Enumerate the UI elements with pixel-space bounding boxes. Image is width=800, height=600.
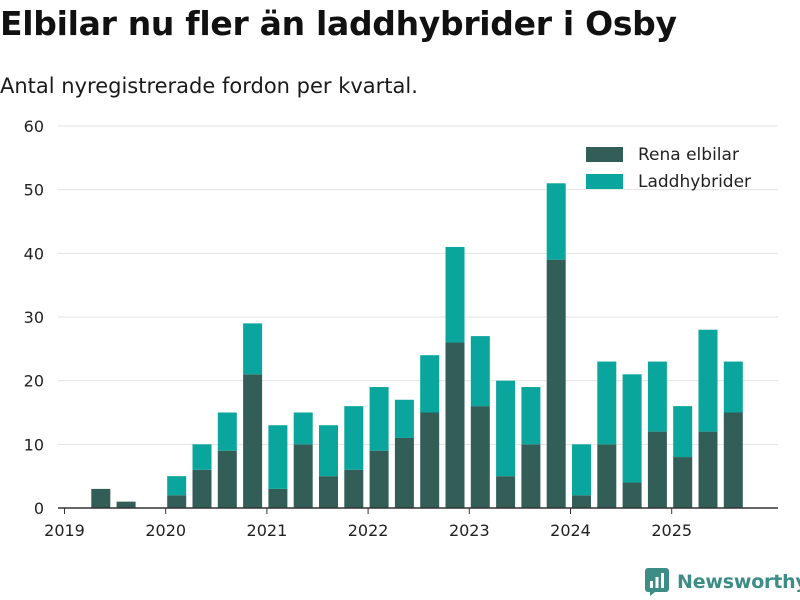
bar-laddhybrider <box>597 361 617 445</box>
x-axis: 2019 2020 2021 2022 2023 2024 2025 <box>44 507 778 540</box>
bar-laddhybrider <box>243 323 263 375</box>
legend: Rena elbilar Laddhybrider <box>586 145 751 192</box>
bar-rena-elbilar <box>572 495 591 508</box>
bar-rena-elbilar <box>167 495 187 508</box>
bar-laddhybrider <box>217 412 237 451</box>
bar-laddhybrider <box>319 425 338 477</box>
brand-name: Newsworthy <box>677 571 800 593</box>
bar-rena-elbilar <box>496 476 516 508</box>
x-tick-label: 2022 <box>348 521 389 540</box>
y-tick-label: 40 <box>24 244 44 263</box>
bar-laddhybrider <box>369 387 389 451</box>
bar-laddhybrider <box>698 329 718 432</box>
bar-laddhybrider <box>496 380 516 477</box>
bar-rena-elbilar <box>192 469 212 508</box>
bar-laddhybrider <box>268 425 288 489</box>
bar-rena-elbilar <box>116 501 136 508</box>
bar-rena-elbilar <box>319 476 338 508</box>
bar-laddhybrider <box>192 444 212 470</box>
bar-laddhybrider <box>546 183 566 260</box>
bar-rena-elbilar <box>217 450 237 508</box>
bar-laddhybrider <box>344 406 364 470</box>
legend-swatch <box>586 174 623 189</box>
bar-rena-elbilar <box>445 342 465 508</box>
gridlines <box>58 125 778 445</box>
y-tick-label: 20 <box>24 372 44 391</box>
bars <box>91 183 743 508</box>
bar-laddhybrider <box>394 399 414 438</box>
y-tick-label: 0 <box>34 499 44 518</box>
bar-laddhybrider <box>293 412 313 445</box>
bar-laddhybrider <box>470 336 490 407</box>
bar-rena-elbilar <box>420 412 440 508</box>
bar-rena-elbilar <box>344 469 364 508</box>
bar-rena-elbilar <box>597 444 617 508</box>
x-tick-label: 2019 <box>44 521 85 540</box>
bar-rena-elbilar <box>293 444 313 508</box>
legend-label: Rena elbilar <box>638 145 739 165</box>
bar-rena-elbilar <box>673 457 693 508</box>
bar-rena-elbilar <box>369 450 389 508</box>
y-tick-label: 10 <box>24 435 44 454</box>
bar-laddhybrider <box>521 387 541 445</box>
x-tick-label: 2025 <box>651 521 692 540</box>
bar-rena-elbilar <box>647 431 667 508</box>
bar-rena-elbilar <box>698 431 718 508</box>
bar-rena-elbilar <box>243 374 263 508</box>
bar-laddhybrider <box>723 361 743 413</box>
x-tick-label: 2020 <box>145 521 186 540</box>
y-axis-ticks: 0 10 20 30 40 50 60 <box>24 117 44 518</box>
bar-laddhybrider <box>167 476 187 496</box>
chart-subtitle: Antal nyregistrerade fordon per kvartal. <box>0 74 418 98</box>
chart-title: Elbilar nu fler än laddhybrider i Osby <box>0 4 677 43</box>
bar-laddhybrider <box>572 444 591 496</box>
bar-rena-elbilar <box>622 482 642 508</box>
bar-laddhybrider <box>622 374 642 483</box>
legend-label: Laddhybrider <box>638 172 751 192</box>
bar-laddhybrider <box>673 406 693 458</box>
x-tick-label: 2021 <box>247 521 288 540</box>
bar-laddhybrider <box>420 355 440 413</box>
bar-rena-elbilar <box>470 406 490 508</box>
bar-rena-elbilar <box>546 259 566 508</box>
bar-rena-elbilar <box>394 437 414 508</box>
legend-swatch <box>586 147 623 162</box>
y-tick-label: 50 <box>24 181 44 200</box>
x-tick-label: 2024 <box>550 521 591 540</box>
x-tick-label: 2023 <box>449 521 490 540</box>
bar-laddhybrider <box>647 361 667 432</box>
newsworthy-logo-icon <box>645 568 669 596</box>
bar-rena-elbilar <box>521 444 541 508</box>
bar-rena-elbilar <box>268 488 288 508</box>
bar-rena-elbilar <box>723 412 743 508</box>
y-tick-label: 60 <box>24 117 44 136</box>
y-tick-label: 30 <box>24 308 44 327</box>
newsworthy-brand: Newsworthy <box>645 568 800 596</box>
bar-laddhybrider <box>445 246 465 343</box>
bar-rena-elbilar <box>91 488 111 508</box>
